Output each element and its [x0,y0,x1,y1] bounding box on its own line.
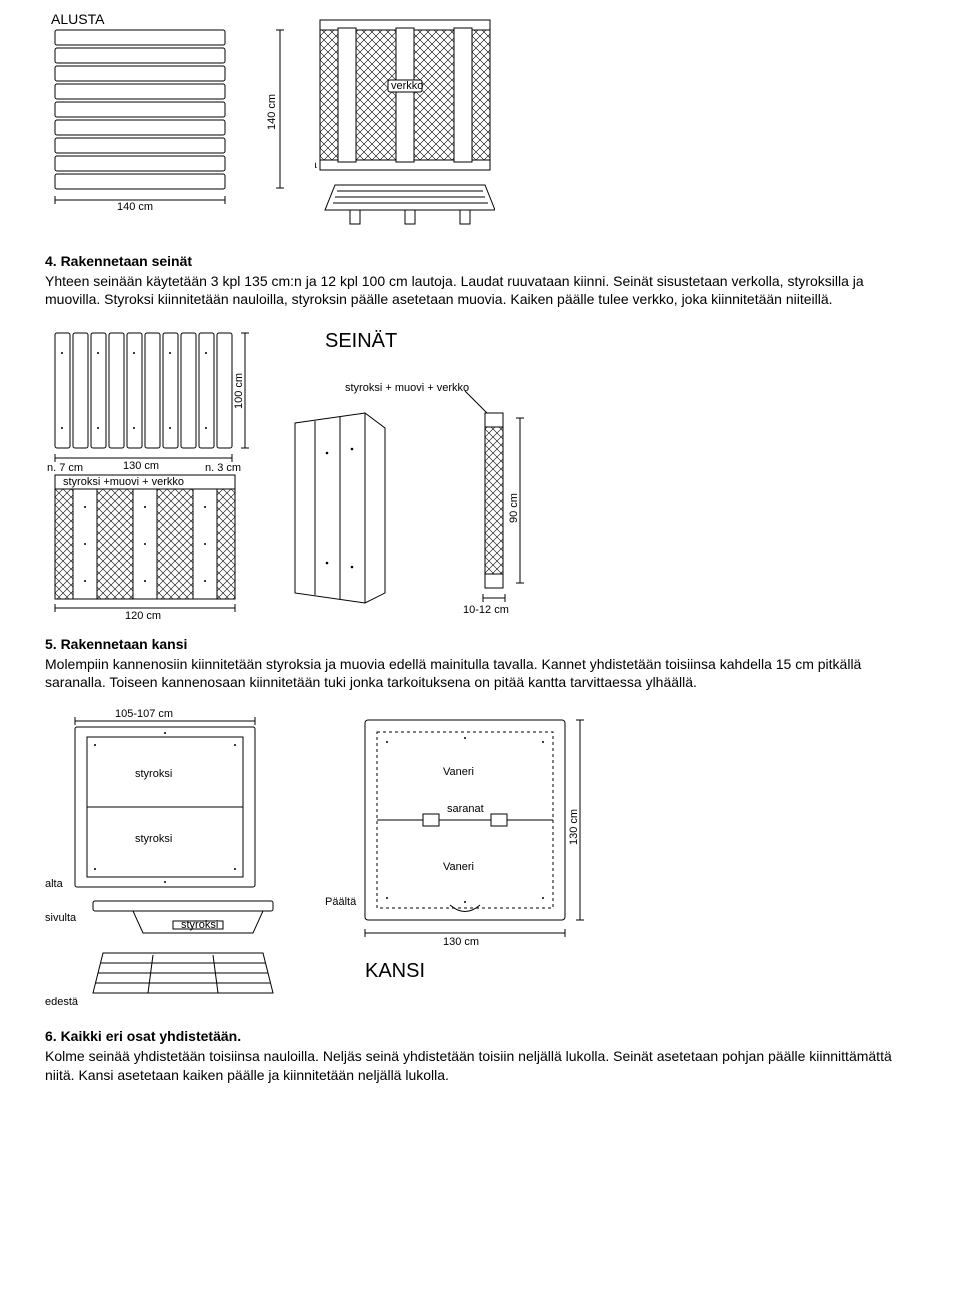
alusta-top-view: ALUSTA 140 cm [45,10,245,210]
seinat-3d-side: SEINÄT styroksi + muovi + verkko [285,323,565,623]
styroksi1: styroksi [135,768,172,780]
layers-label: styroksi +muovi + verkko [63,476,184,488]
styroksi2: styroksi [135,833,172,845]
dim-1012: 10-12 cm [463,604,509,616]
alusta-mesh-panel: verkko alta [315,10,495,240]
styroksi-sm: styroksi [181,919,218,931]
alusta-width: 140 cm [117,201,153,210]
section5-heading: 5. Rakennetaan kansi [45,635,915,653]
dim-n3: n. 3 cm [205,462,241,473]
dim-120: 120 cm [125,610,161,622]
dim-105: 105-107 cm [115,708,173,720]
verkko-label: verkko [391,80,423,92]
section6-body: Kolme seinää yhdistetään toisiinsa naulo… [45,1047,915,1083]
kansi-paalta-label: Päältä [325,896,357,908]
vaneri2: Vaneri [443,861,474,873]
dim-130: 130 cm [443,936,479,948]
seinat-title: SEINÄT [325,330,397,352]
dim-100: 100 cm [233,372,245,408]
kansi-sivulta: sivulta styroksi [45,895,305,945]
dim-n7: n. 7 cm [47,462,83,473]
section5: 5. Rakennetaan kansi Molempiin kannenosi… [45,635,915,692]
dim-130: 130 cm [123,460,159,472]
dim-90: 90 cm [508,493,520,523]
dim-130b: 130 cm [568,809,580,845]
seinat-layered: styroksi +muovi + verkko 120 cm [45,473,265,623]
saranat-label: saranat [447,803,484,815]
alusta-height: 140 cm [266,94,278,130]
kansi-sivulta-label: sivulta [45,912,77,924]
section6: 6. Kaikki eri osat yhdistetään. Kolme se… [45,1027,915,1084]
kansi-alta-label: alta [45,878,64,890]
alusta-height-dim: 140 cm [265,10,295,210]
kansi-edesta: edestä [45,945,305,1015]
seinat-slats: 130 cm 100 cm n. 7 cm n. 3 cm [45,323,265,473]
section4: 4. Rakennetaan seinät Yhteen seinään käy… [45,252,915,309]
kansi-edesta-label: edestä [45,996,79,1008]
alusta-title: ALUSTA [51,11,105,27]
alta-label: alta [315,159,318,171]
kansi-paalta: Päältä Vaneri Vaneri saranat [325,705,625,985]
vaneri1: Vaneri [443,766,474,778]
layers2-label: styroksi + muovi + verkko [345,382,469,394]
section4-body: Yhteen seinään käytetään 3 kpl 135 cm:n … [45,272,915,308]
kansi-title: KANSI [365,960,425,982]
section4-heading: 4. Rakennetaan seinät [45,252,915,270]
kansi-alta: 105-107 cm styroksi styroksi [45,705,305,895]
section5-body: Molempiin kannenosiin kiinnitetään styro… [45,655,915,691]
section6-heading: 6. Kaikki eri osat yhdistetään. [45,1027,915,1045]
